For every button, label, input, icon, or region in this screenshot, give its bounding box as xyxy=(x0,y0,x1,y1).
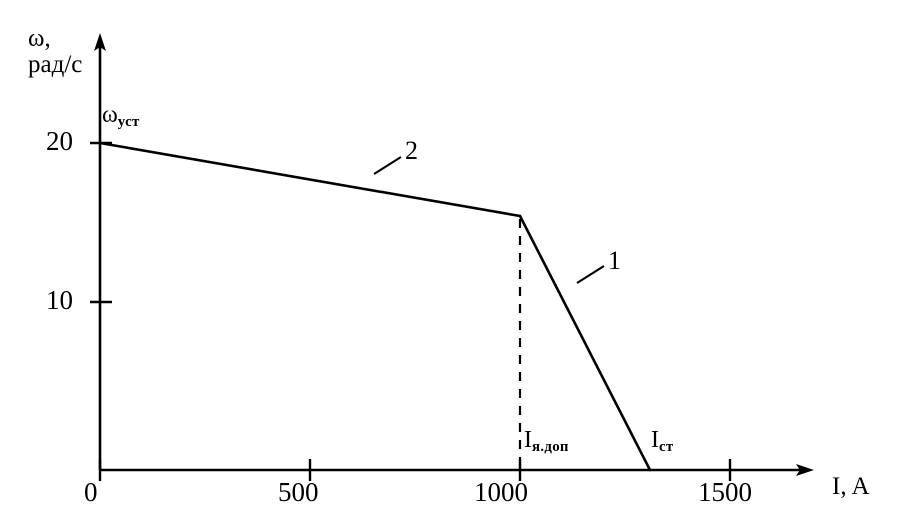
curve-segment-2 xyxy=(98,141,522,218)
current-stall-subscript: ст xyxy=(659,439,674,456)
x-tick-label-500: 500 xyxy=(278,477,319,507)
curve-segment-1 xyxy=(518,214,652,472)
x-axis-title: I, A xyxy=(832,473,870,500)
x-axis xyxy=(100,464,814,476)
x-axis-ticks xyxy=(98,459,732,481)
leader-line-curve-1 xyxy=(576,265,605,284)
x-tick-label-1000: 1000 xyxy=(474,477,528,507)
omega-steady-state-label: ωуст xyxy=(102,102,140,131)
current-allowable-symbol: I xyxy=(524,427,532,453)
current-stall-label: Iст xyxy=(651,427,674,456)
y-tick-label-20: 20 xyxy=(46,126,73,156)
y-axis-title-line1: ω, xyxy=(28,25,51,52)
curve-label-2: 2 xyxy=(405,136,418,165)
y-axis-title-line2: рад/с xyxy=(28,51,83,79)
x-tick-label-0: 0 xyxy=(84,477,98,507)
y-tick-label-10: 10 xyxy=(46,285,73,315)
y-axis-title: ω, рад/с xyxy=(28,25,83,79)
omega-subscript: уст xyxy=(117,114,140,131)
current-allowable-subscript: я.доп xyxy=(532,439,569,456)
curve-label-1: 1 xyxy=(608,246,621,275)
omega-symbol: ω xyxy=(102,102,118,128)
y-axis xyxy=(94,33,106,470)
leader-line-curve-2 xyxy=(373,156,402,175)
current-allowable-label: Iя.доп xyxy=(524,427,569,456)
x-tick-label-1500: 1500 xyxy=(698,477,752,507)
current-stall-symbol: I xyxy=(651,427,659,453)
